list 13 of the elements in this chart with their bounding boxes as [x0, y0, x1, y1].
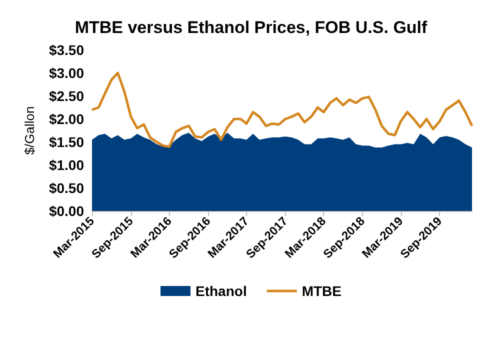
y-tick-label: $3.50: [48, 42, 84, 58]
y-tick-label: $1.00: [48, 157, 84, 173]
y-tick-label: $0.50: [48, 180, 84, 196]
y-tick-label: $2.50: [48, 88, 84, 104]
legend-label: MTBE: [302, 283, 342, 299]
y-tick-label: $2.00: [48, 111, 84, 127]
legend-label: Ethanol: [196, 283, 247, 299]
y-tick-label: $1.50: [48, 134, 84, 150]
y-tick-label: $0.00: [48, 203, 84, 219]
y-axis-title: $/Gallon: [22, 106, 37, 155]
line-series: [90, 72, 474, 148]
y-tick-label: $3.00: [48, 65, 84, 81]
chart-title: MTBE versus Ethanol Prices, FOB U.S. Gulf: [74, 18, 428, 37]
